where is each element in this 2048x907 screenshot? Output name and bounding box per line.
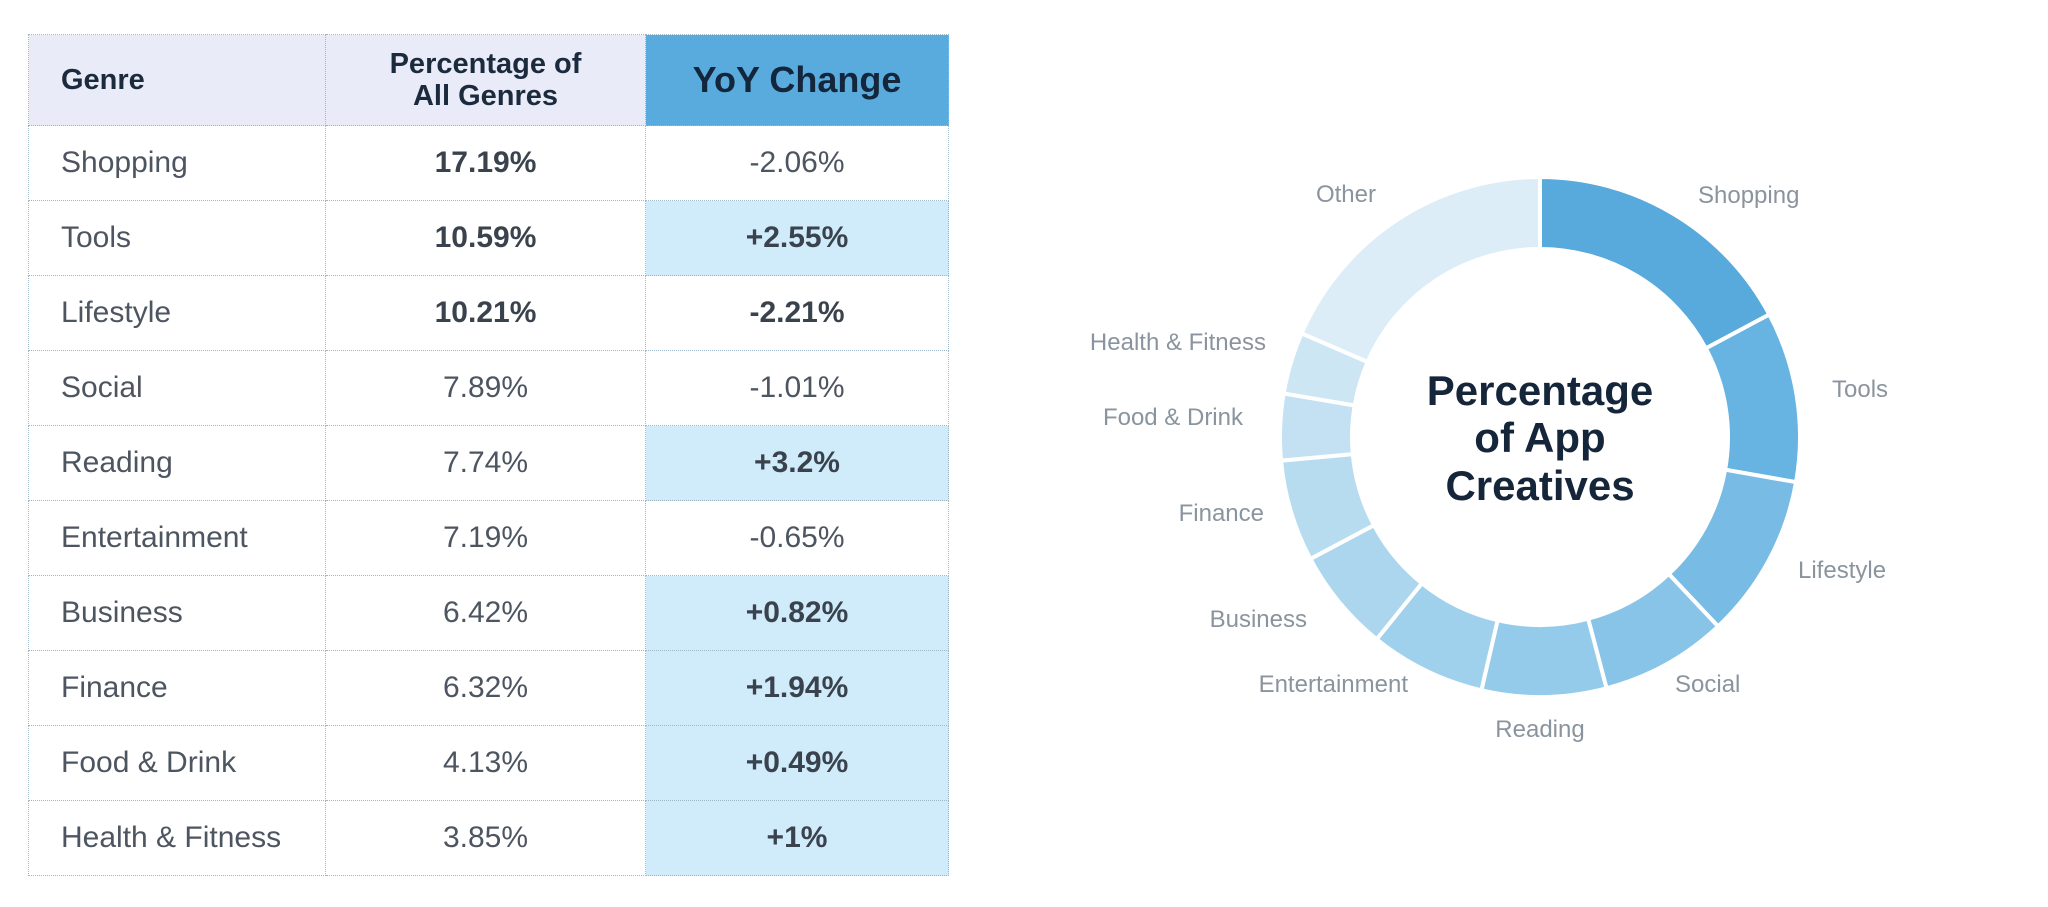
cell-genre: Shopping [28, 125, 326, 201]
cell-yoy: -1.01% [645, 350, 949, 426]
slice-label: Business [1210, 606, 1307, 633]
header-percentage-line1: Percentage of [389, 48, 582, 80]
cell-percentage: 7.19% [325, 500, 646, 576]
table-header-row: Genre Percentage of All Genres YoY Chang… [28, 34, 949, 126]
cell-yoy: -0.65% [645, 500, 949, 576]
table-row: Shopping 17.19% -2.06% [28, 125, 949, 201]
slice-label: Other [1316, 181, 1376, 208]
slice-label: Tools [1832, 376, 1888, 403]
cell-genre: Social [28, 350, 326, 426]
cell-genre: Business [28, 575, 326, 651]
table-row: Entertainment 7.19% -0.65% [28, 500, 949, 576]
cell-yoy: -2.21% [645, 275, 949, 351]
cell-percentage: 10.21% [325, 275, 646, 351]
cell-percentage: 7.89% [325, 350, 646, 426]
header-percentage-line2: All Genres [412, 80, 559, 112]
cell-percentage: 6.42% [325, 575, 646, 651]
cell-percentage: 4.13% [325, 725, 646, 801]
header-yoy: YoY Change [645, 34, 949, 126]
cell-genre: Lifestyle [28, 275, 326, 351]
header-percentage: Percentage of All Genres [325, 34, 646, 126]
cell-yoy: +0.82% [645, 575, 949, 651]
cell-genre: Health & Fitness [28, 800, 326, 876]
cell-genre: Tools [28, 200, 326, 276]
donut-slice-tools [1703, 311, 1802, 485]
cell-yoy: +1.94% [645, 650, 949, 726]
slice-label: Reading [1495, 716, 1584, 743]
slice-label: Shopping [1698, 182, 1799, 209]
cell-percentage: 7.74% [325, 425, 646, 501]
cell-percentage: 3.85% [325, 800, 646, 876]
chart-title-line: Percentage [1427, 367, 1653, 414]
slice-label: Food & Drink [1103, 404, 1244, 431]
table-row: Finance 6.32% +1.94% [28, 650, 949, 726]
table-body: Shopping 17.19% -2.06% Tools 10.59% +2.55% Lif… [28, 125, 949, 876]
table-row: Health & Fitness 3.85% +1% [28, 800, 949, 876]
table-row: Lifestyle 10.21% -2.21% [28, 275, 949, 351]
slice-label: Lifestyle [1798, 557, 1886, 584]
slice-label: Health & Fitness [1090, 329, 1266, 356]
cell-genre: Food & Drink [28, 725, 326, 801]
table-row: Business 6.42% +0.82% [28, 575, 949, 651]
donut-slice-reading [1478, 616, 1610, 699]
table-row: Food & Drink 4.13% +0.49% [28, 725, 949, 801]
slice-label: Finance [1179, 500, 1264, 527]
header-genre: Genre [28, 34, 326, 126]
chart-title-line: of App [1474, 414, 1605, 461]
genre-table: Genre Percentage of All Genres YoY Chang… [28, 34, 949, 876]
donut-slice-other [1298, 174, 1542, 365]
cell-genre: Reading [28, 425, 326, 501]
donut-slices [1278, 174, 1802, 699]
slice-label: Entertainment [1259, 671, 1409, 698]
slice-label: Social [1675, 671, 1740, 698]
cell-percentage: 17.19% [325, 125, 646, 201]
chart-title-line: Creatives [1445, 462, 1634, 509]
cell-yoy: +0.49% [645, 725, 949, 801]
table-row: Social 7.89% -1.01% [28, 350, 949, 426]
cell-yoy: +1% [645, 800, 949, 876]
cell-genre: Entertainment [28, 500, 326, 576]
donut-labels: Shopping Tools Lifestyle Social Reading Enter… [1090, 181, 1888, 743]
